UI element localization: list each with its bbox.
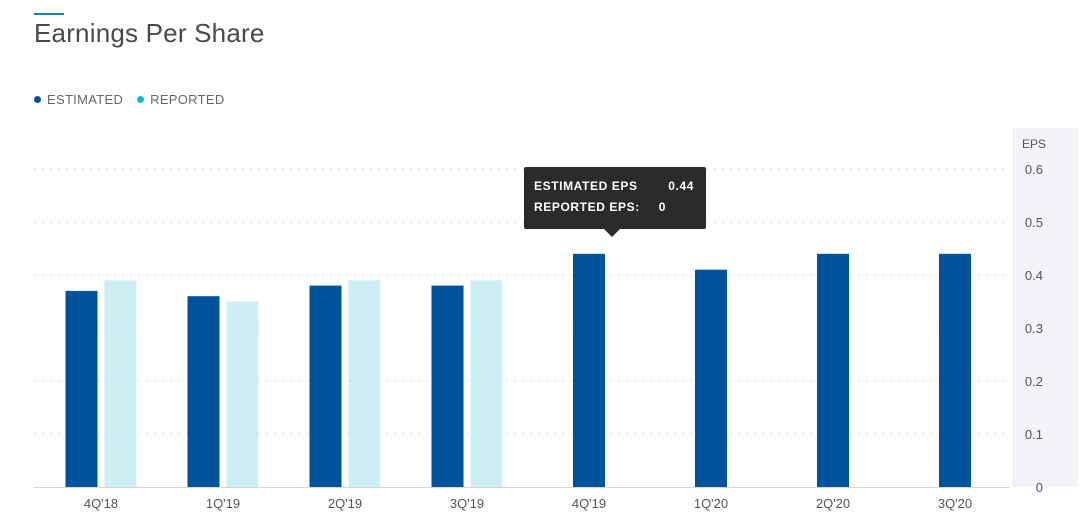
bar-reported xyxy=(104,280,137,487)
y-tick-label: 0.3 xyxy=(1025,321,1043,336)
tooltip-reported-value: 0 xyxy=(658,200,666,214)
y-tick-label: 0.5 xyxy=(1025,215,1043,230)
x-tick-label: 3Q'20 xyxy=(938,496,972,511)
x-tick-label: 2Q'19 xyxy=(328,496,362,511)
y-tick-label: 0.1 xyxy=(1025,427,1043,442)
y-tick-label: 0.2 xyxy=(1025,374,1043,389)
tooltip-arrow xyxy=(604,229,620,237)
x-tick-label: 3Q'19 xyxy=(450,496,484,511)
tooltip-reported-label: REPORTED EPS: xyxy=(534,200,640,214)
bar-reported xyxy=(470,280,503,487)
bar-estimated xyxy=(65,290,98,487)
eps-tooltip: ESTIMATED EPS 0.44 REPORTED EPS: 0 xyxy=(524,167,706,237)
x-tick-label: 1Q'20 xyxy=(694,496,728,511)
legend-dot-estimated xyxy=(34,96,41,103)
bar-estimated xyxy=(939,253,971,487)
bar-estimated xyxy=(431,285,464,487)
tooltip-estimated-value: 0.44 xyxy=(668,179,694,193)
legend-label-reported: REPORTED xyxy=(150,92,225,107)
bar-estimated xyxy=(817,253,849,487)
title-accent-bar xyxy=(34,13,64,15)
bar-estimated xyxy=(309,285,342,487)
legend-dot-reported xyxy=(137,96,145,103)
legend-label-estimated: ESTIMATED xyxy=(47,92,124,107)
tooltip-row-reported: REPORTED EPS: 0 xyxy=(534,200,696,221)
x-tick-label: 1Q'19 xyxy=(206,496,240,511)
chart-title: Earnings Per Share xyxy=(34,18,265,48)
bar-estimated xyxy=(573,253,605,487)
tooltip-row-estimated: ESTIMATED EPS 0.44 xyxy=(534,179,696,200)
legend-item-estimated[interactable]: ESTIMATED xyxy=(34,92,123,107)
y-tick-label: 0.4 xyxy=(1025,268,1043,283)
x-tick-label: 4Q'19 xyxy=(572,496,606,511)
y-tick-label: 0.6 xyxy=(1025,162,1043,177)
bar-reported xyxy=(226,301,259,487)
y-tick-label: 0 xyxy=(1036,480,1043,495)
bar-estimated xyxy=(695,269,727,487)
y-axis-panel xyxy=(1012,128,1078,487)
x-tick-label: 4Q'18 xyxy=(84,496,118,511)
bar-reported xyxy=(348,280,381,487)
y-axis-title: EPS xyxy=(1022,137,1046,151)
legend-item-reported[interactable]: REPORTED xyxy=(137,92,224,107)
tooltip-estimated-label: ESTIMATED EPS xyxy=(534,179,638,193)
x-tick-label: 2Q'20 xyxy=(816,496,850,511)
bar-estimated xyxy=(187,296,220,487)
legend: ESTIMATED REPORTED xyxy=(34,92,239,107)
